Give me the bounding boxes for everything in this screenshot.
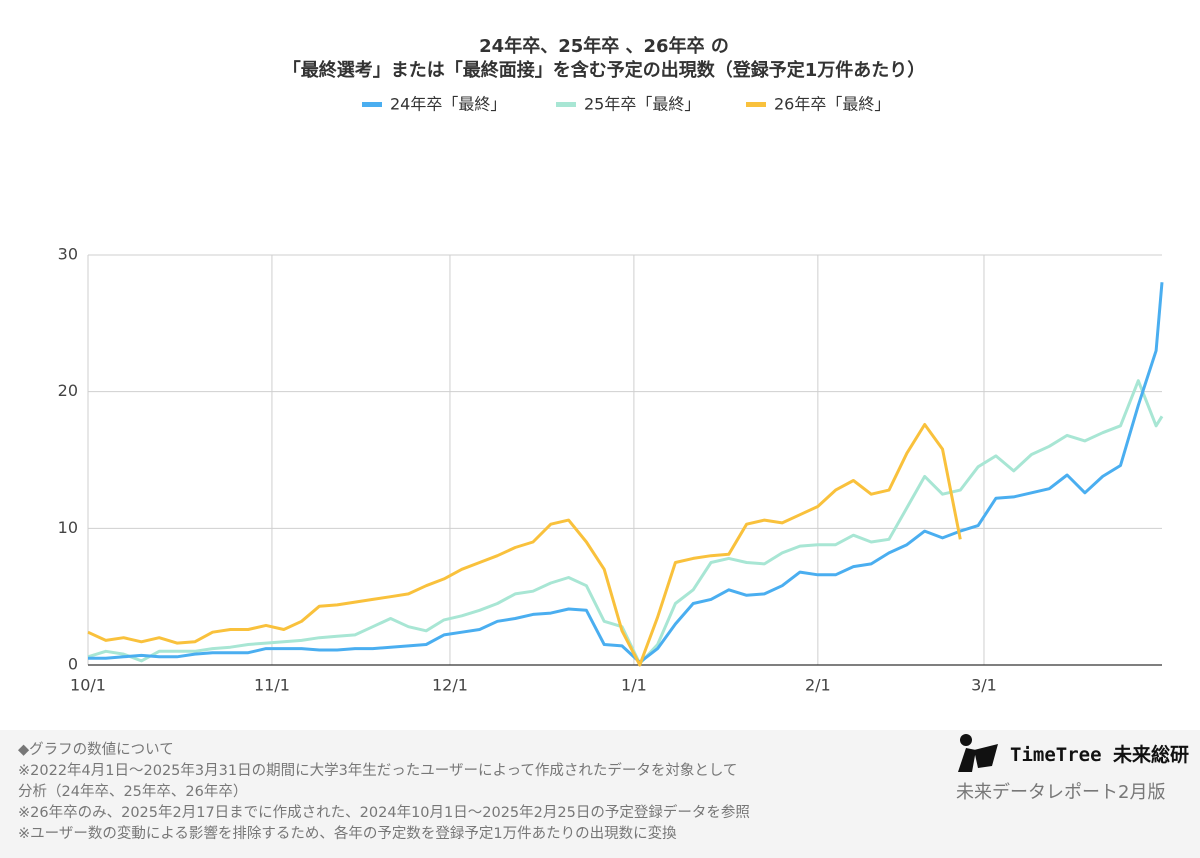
note-line: 分析（24年卒、25年卒、26年卒） (18, 784, 248, 800)
x-tick-label: 3/1 (971, 676, 997, 695)
series-line (87, 423, 962, 667)
legend-label: 26年卒「最終」 (774, 95, 890, 114)
report-label: 未来データレポート2月版 (956, 782, 1166, 803)
note-line: ※ユーザー数の変動による影響を排除するため、各年の予定数を登録予定1万件あたりの… (18, 826, 677, 842)
chart: 24年卒、25年卒 、26年卒 の 「最終選考」または「最終面接」を含む予定の出… (0, 0, 1200, 730)
legend-swatch (746, 102, 766, 107)
note-line: ※26年卒のみ、2025年2月17日までに作成された、2024年10月1日〜20… (18, 805, 750, 821)
y-tick-label: 30 (58, 245, 78, 264)
chart-subtitle: 「最終選考」または「最終面接」を含む予定の出現数（登録予定1万件あたり） (283, 59, 926, 81)
x-tick-label: 2/1 (805, 676, 831, 695)
x-tick-label: 11/1 (254, 676, 290, 695)
x-tick-label: 10/1 (70, 676, 106, 695)
x-tick-label: 12/1 (432, 676, 468, 695)
legend-label: 25年卒「最終」 (584, 95, 700, 114)
legend-label: 24年卒「最終」 (390, 95, 506, 114)
y-tick-label: 0 (68, 655, 78, 674)
y-tick-label: 20 (58, 381, 78, 400)
note-line: ※2022年4月1日〜2025年3月31日の期間に大学3年生だったユーザーによっ… (18, 763, 738, 779)
legend-swatch (362, 102, 382, 107)
chart-title: 24年卒、25年卒 、26年卒 の (479, 35, 729, 57)
legend-swatch (556, 102, 576, 107)
y-tick-label: 10 (58, 518, 78, 537)
brand: TimeTree 未来総研 (1010, 744, 1189, 766)
note-line: ◆グラフの数値について (18, 742, 174, 758)
series-line (88, 282, 1164, 664)
x-tick-label: 1/1 (621, 676, 647, 695)
series-line (87, 379, 1164, 666)
logo-icon (958, 734, 998, 772)
